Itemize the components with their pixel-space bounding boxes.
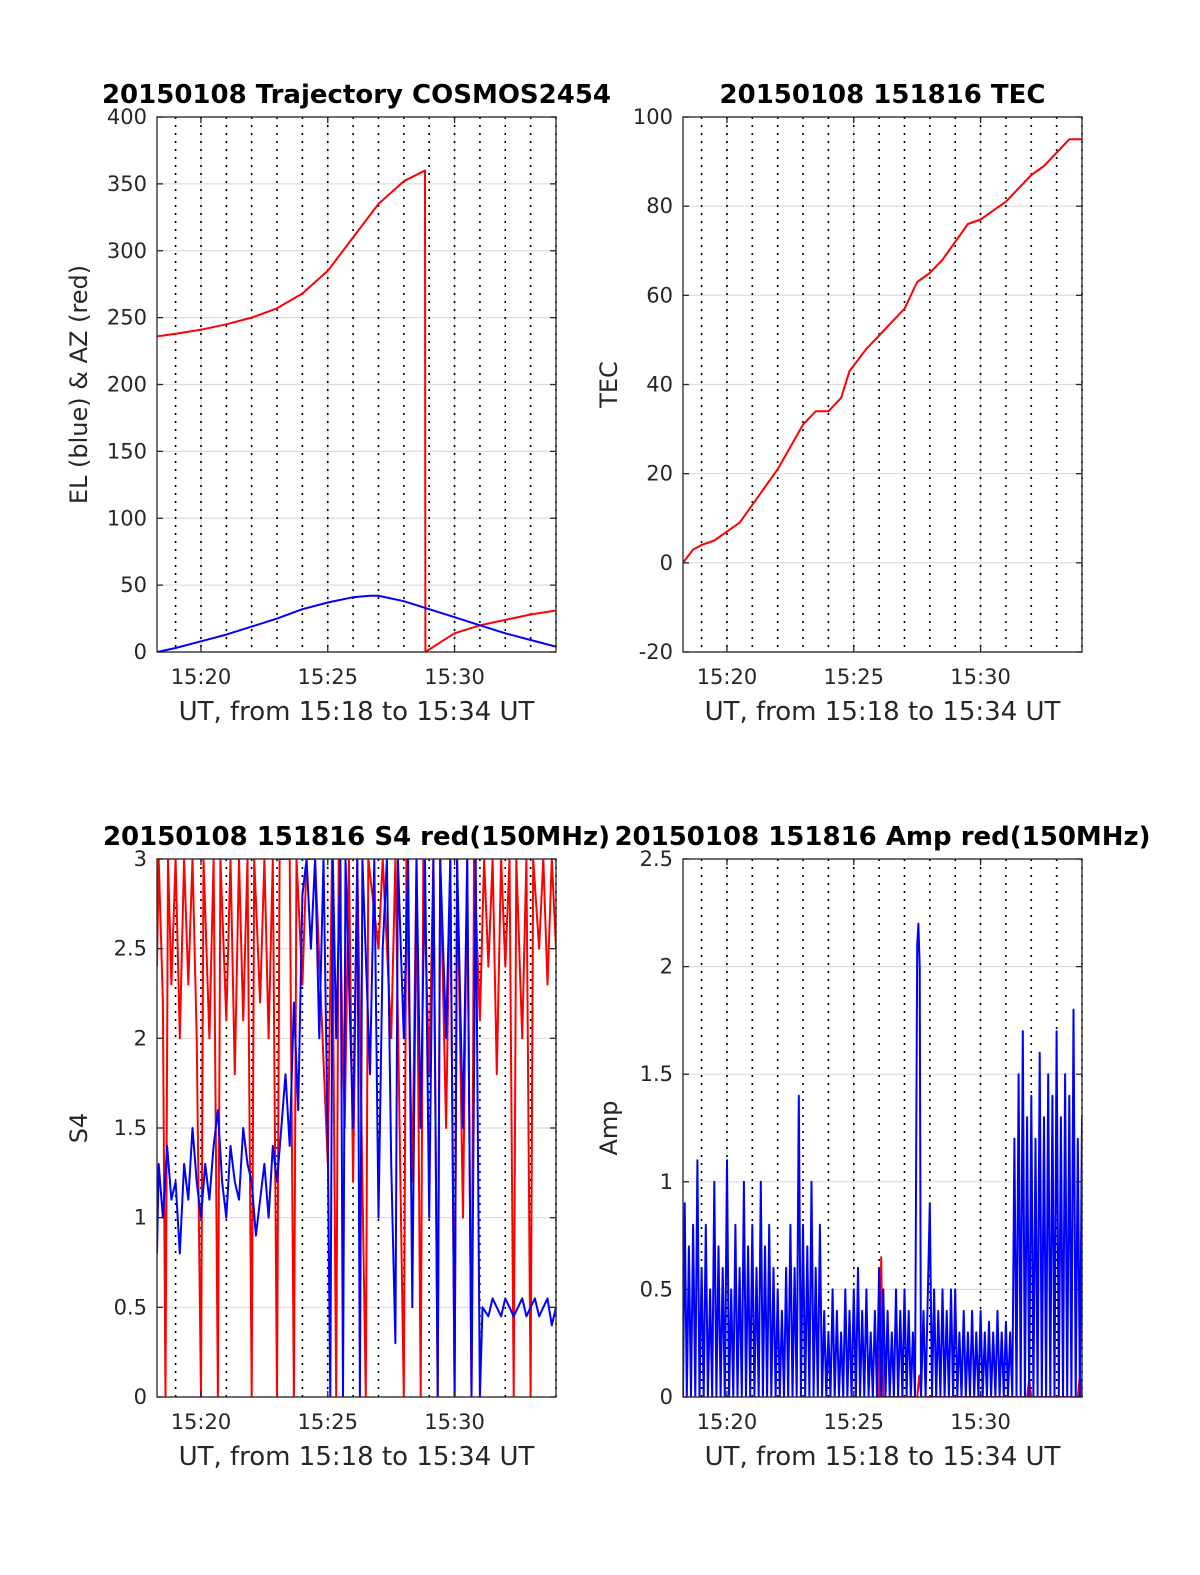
axes-frame	[682, 858, 1083, 1398]
y-tick-label: 2	[134, 1026, 147, 1050]
y-tick-label: 1.5	[640, 1062, 673, 1086]
y-tick-label: 1	[660, 1170, 673, 1194]
panel-trajectory: 0 50 100 150 200 250 300 350 400 15:20 15:25 15:30 2…	[65, 80, 611, 727]
y-tick-label: 60	[646, 283, 673, 307]
y-tick-label: 0	[134, 640, 147, 664]
y-tick-label: 150	[107, 439, 147, 463]
chart-title: 20150108 151816 S4 red(150MHz)	[103, 822, 610, 852]
x-tick-label: 15:20	[171, 665, 232, 689]
y-tick-label: 100	[107, 506, 147, 530]
y-tick-label: 0	[134, 1385, 147, 1409]
series-line-1	[157, 594, 556, 652]
x-axis-label: UT, from 15:18 to 15:34 UT	[705, 697, 1061, 727]
series-line-0	[878, 1256, 1082, 1397]
y-tick-label: 2	[660, 955, 673, 979]
x-axis-label: UT, from 15:18 to 15:34 UT	[179, 697, 535, 727]
chart-title: 20150108 Trajectory COSMOS2454	[102, 80, 611, 110]
y-tick-label: 20	[646, 462, 673, 486]
y-axis-label: EL (blue) & AZ (red)	[65, 265, 93, 504]
y-tick-label: 50	[120, 573, 147, 597]
y-tick-label: 350	[107, 172, 147, 196]
y-axis-label: Amp	[595, 1100, 623, 1155]
x-tick-label: 15:25	[823, 665, 884, 689]
y-tick-label: 0	[660, 551, 673, 575]
panel-tec: -20 0 20 40 60 80 100 15:20 15:25 15:30 20150108 1…	[595, 80, 1083, 727]
x-tick-label: 15:25	[297, 1410, 358, 1434]
y-tick-label: 100	[633, 105, 673, 129]
x-axis-label: UT, from 15:18 to 15:34 UT	[179, 1442, 535, 1472]
y-tick-label: 2.5	[640, 847, 673, 871]
y-tick-label: 0.5	[640, 1277, 673, 1301]
series-line-0	[683, 138, 1082, 564]
x-tick-label: 15:25	[297, 665, 358, 689]
y-tick-label: 400	[107, 105, 147, 129]
y-tick-label: 2.5	[114, 937, 147, 961]
panel-amp: 0 0.5 1 1.5 2 2.5 15:20 15:25 15:30 20150108 1518…	[595, 822, 1151, 1472]
y-tick-label: 1	[134, 1206, 147, 1230]
panel-s4: 0 0.5 1 1.5 2 2.5 3 15:20 15:25 15:30 20150108 151…	[65, 822, 610, 1472]
y-axis-label: TEC	[595, 361, 623, 409]
chart-title: 20150108 151816 TEC	[720, 80, 1046, 110]
x-tick-label: 15:30	[424, 665, 485, 689]
series-line-0	[157, 859, 556, 1397]
x-axis-label: UT, from 15:18 to 15:34 UT	[705, 1442, 1061, 1472]
x-tick-label: 15:30	[424, 1410, 485, 1434]
x-tick-label: 15:25	[823, 1410, 884, 1434]
y-tick-label: 300	[107, 239, 147, 263]
y-tick-label: 80	[646, 194, 673, 218]
y-tick-label: 1.5	[114, 1116, 147, 1140]
y-tick-label: 3	[134, 847, 147, 871]
y-tick-label: 0.5	[114, 1295, 147, 1319]
y-tick-label: -20	[639, 640, 673, 664]
y-axis-label: S4	[65, 1113, 93, 1144]
series-line-1	[683, 922, 1082, 1397]
y-tick-label: 0	[660, 1385, 673, 1409]
y-tick-label: 200	[107, 373, 147, 397]
x-tick-label: 15:30	[950, 1410, 1011, 1434]
y-tick-label: 40	[646, 373, 673, 397]
y-tick-label: 250	[107, 306, 147, 330]
x-tick-label: 15:20	[697, 665, 758, 689]
x-tick-label: 15:20	[171, 1410, 232, 1434]
chart-title: 20150108 151816 Amp red(150MHz)	[614, 822, 1150, 852]
x-tick-label: 15:20	[697, 1410, 758, 1434]
x-tick-label: 15:30	[950, 665, 1011, 689]
series-line-1	[157, 859, 556, 1397]
